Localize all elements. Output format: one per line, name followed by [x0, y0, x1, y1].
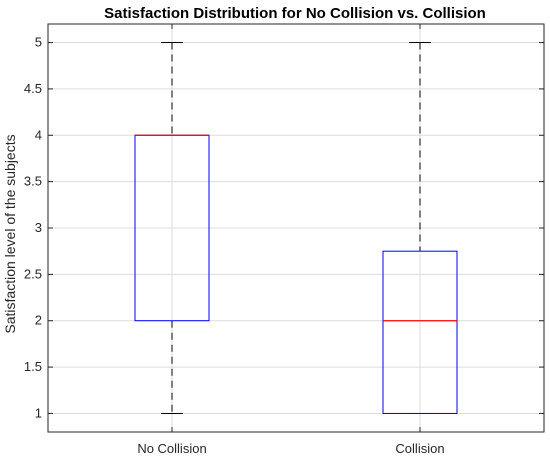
- y-axis-label: Satisfaction level of the subjects: [2, 134, 18, 333]
- tick-layer: 1 1.5 2 2.5 3 3.5 4 4.5 5 No Collision Collision: [24, 24, 544, 456]
- y-tick-label: 2: [35, 313, 42, 328]
- grid-layer: [48, 24, 544, 432]
- x-tick-label: No Collision: [137, 441, 206, 456]
- chart-title: Satisfaction Distribution for No Collisi…: [104, 5, 486, 22]
- y-tick-label: 4: [35, 127, 42, 142]
- box-layer: [134, 42, 458, 414]
- y-tick-label: 1.5: [24, 359, 42, 374]
- y-tick-label: 3.5: [24, 174, 42, 189]
- y-tick-label: 1: [35, 405, 42, 420]
- y-tick-label: 2.5: [24, 266, 42, 281]
- y-tick-label: 4.5: [24, 81, 42, 96]
- interquartile-box: [382, 250, 458, 414]
- box-collision: [382, 42, 458, 414]
- y-tick-label: 3: [35, 220, 42, 235]
- x-tick-label: Collision: [395, 441, 444, 456]
- box-no-collision: [134, 42, 210, 414]
- y-tick-label: 5: [35, 35, 42, 50]
